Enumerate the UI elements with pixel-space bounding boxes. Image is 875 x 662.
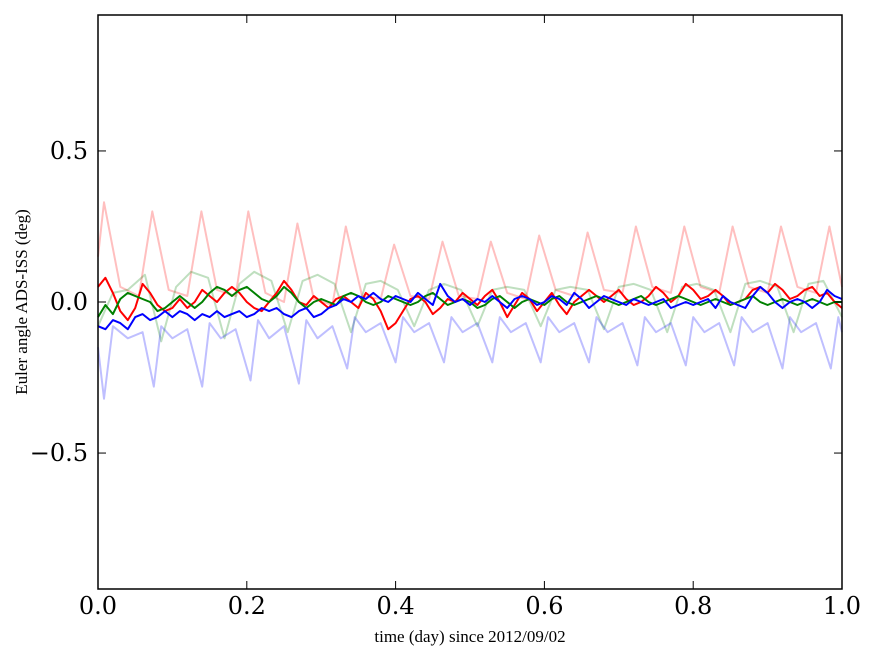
series-line-0 xyxy=(97,201,843,306)
plot-lines xyxy=(97,201,843,400)
y-tick-label: 0.0 xyxy=(50,288,88,316)
x-tick-label: 0.8 xyxy=(674,592,712,620)
x-axis-label: time (day) since 2012/09/02 xyxy=(374,627,565,646)
x-tick-label: 0.6 xyxy=(525,592,563,620)
x-tick-label: 0.2 xyxy=(228,592,266,620)
x-tick-label: 0.4 xyxy=(377,592,415,620)
series-line-4 xyxy=(97,285,842,318)
x-tick-label: 0.0 xyxy=(79,592,117,620)
series-line-5 xyxy=(97,282,843,331)
series-line-1 xyxy=(97,270,843,343)
series-line-2 xyxy=(97,316,843,400)
series-line-3 xyxy=(97,276,843,331)
tick-marks xyxy=(97,15,843,589)
y-axis-label: Euler angle ADS-ISS (deg) xyxy=(12,209,31,395)
y-tick-label: −0.5 xyxy=(30,439,88,467)
y-tick-label: 0.5 xyxy=(50,137,88,165)
tick-labels: 0.0 0.2 0.4 0.6 0.8 1.0 −0.5 0.0 0.5 xyxy=(30,137,861,620)
x-tick-label: 1.0 xyxy=(823,592,861,620)
